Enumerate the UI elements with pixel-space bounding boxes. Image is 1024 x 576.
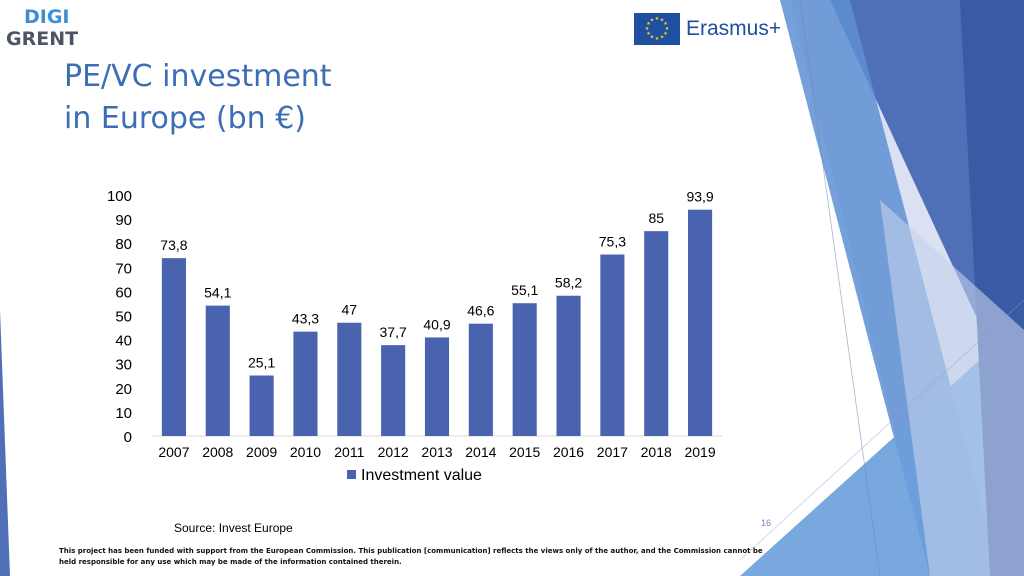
x-tick-label-2007: 2007: [158, 444, 189, 460]
bar-2018: [644, 231, 669, 436]
svg-text:★: ★: [646, 31, 651, 37]
data-label-2013: 40,9: [423, 316, 450, 332]
data-label-2009: 25,1: [248, 355, 275, 371]
svg-text:★: ★: [645, 26, 650, 32]
data-label-2012: 37,7: [380, 324, 407, 340]
data-label-2011: 47: [342, 302, 358, 318]
svg-text:★: ★: [646, 21, 651, 27]
svg-text:★: ★: [650, 18, 655, 24]
erasmus-plus-logo: ★ ★ ★ ★ ★ ★ ★ ★ ★ ★ ★ ★ Erasmus+: [634, 12, 781, 46]
page-number: 16: [761, 518, 772, 528]
digigrent-logo: DIGI GRENT: [6, 6, 86, 52]
bar-2013: [424, 337, 450, 436]
svg-text:★: ★: [650, 35, 655, 41]
x-tick-label-2011: 2011: [334, 444, 364, 460]
eu-flag-icon: ★ ★ ★ ★ ★ ★ ★ ★ ★ ★ ★ ★: [634, 13, 680, 45]
y-tick-label: 100: [107, 188, 132, 205]
data-label-2018: 85: [648, 210, 664, 226]
x-tick-label-2008: 2008: [202, 444, 233, 460]
x-tick-label-2019: 2019: [684, 444, 715, 460]
y-tick-label: 20: [115, 381, 132, 398]
logo-line-2: GRENT: [6, 28, 79, 50]
data-label-2016: 58,2: [555, 275, 582, 291]
slide-title-line-1: PE/VC investment: [64, 59, 332, 94]
data-label-2007: 73,8: [160, 237, 187, 253]
x-tick-label-2016: 2016: [553, 444, 584, 460]
svg-text:★: ★: [663, 21, 668, 27]
logo-line-1: DIGI: [24, 6, 70, 28]
x-tick-label-2010: 2010: [290, 444, 321, 460]
bar-2009: [249, 375, 274, 436]
slide-title: PE/VC investment in Europe (bn €): [64, 56, 484, 140]
x-tick-label-2018: 2018: [641, 444, 672, 460]
erasmus-plus-text: Erasmus+: [686, 17, 782, 40]
svg-text:★: ★: [663, 31, 668, 37]
data-label-2010: 43,3: [292, 311, 319, 327]
y-tick-label: 70: [115, 260, 132, 277]
bar-2014: [468, 323, 493, 436]
svg-text:★: ★: [665, 26, 670, 32]
bar-2010: [293, 331, 318, 436]
y-tick-label: 80: [115, 236, 132, 253]
svg-text:★: ★: [660, 35, 665, 41]
bar-2015: [512, 303, 537, 436]
bar-2012: [381, 345, 406, 436]
bar-2007: [161, 258, 186, 436]
x-tick-label-2013: 2013: [421, 444, 452, 460]
slide-title-line-2: in Europe (bn €): [64, 101, 307, 136]
x-tick-label-2017: 2017: [597, 444, 628, 460]
x-tick-label-2009: 2009: [246, 444, 277, 460]
data-label-2014: 46,6: [467, 303, 494, 319]
x-tick-label-2015: 2015: [509, 444, 540, 460]
bar-2011: [337, 322, 362, 436]
svg-text:★: ★: [655, 16, 660, 22]
x-tick-label-2014: 2014: [465, 444, 496, 460]
bar-2008: [205, 305, 230, 436]
funding-disclaimer: This project has been funded with suppor…: [59, 547, 763, 566]
legend-label: Investment value: [361, 467, 482, 484]
y-tick-label: 30: [115, 357, 132, 374]
bar-2019: [688, 209, 713, 436]
data-label-2015: 55,1: [511, 282, 538, 298]
x-tick-label-2012: 2012: [378, 444, 409, 460]
source-note: Source: Invest Europe: [174, 521, 293, 535]
bar-2016: [556, 295, 581, 436]
data-label-2019: 93,9: [686, 189, 713, 205]
data-label-2017: 75,3: [599, 234, 626, 250]
svg-text:★: ★: [660, 18, 665, 24]
legend-swatch: [347, 470, 356, 479]
y-tick-label: 40: [115, 333, 132, 350]
y-tick-label: 60: [115, 284, 132, 301]
y-tick-label: 0: [124, 429, 132, 446]
data-label-2008: 54,1: [204, 285, 231, 301]
y-tick-label: 90: [115, 212, 132, 229]
investment-bar-chart: 0 10 20 30 40 50 60 70 80 90 100 73,8 2007 54,1 2008 25…: [107, 188, 722, 484]
bar-2017: [600, 254, 625, 436]
y-tick-label: 10: [115, 405, 132, 422]
svg-text:★: ★: [655, 36, 660, 42]
y-tick-label: 50: [115, 309, 132, 326]
